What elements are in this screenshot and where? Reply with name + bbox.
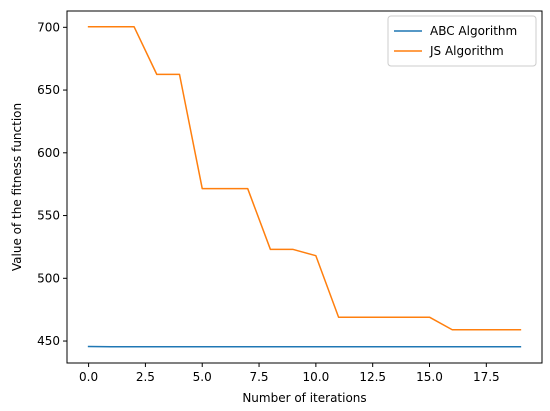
series-layer [87,25,522,348]
y-tick-label: 700 [37,20,60,34]
y-tick-label: 450 [37,334,60,348]
x-tick-label: 5.0 [193,370,212,384]
y-axis: 450 500 550 600 650 700 [37,20,67,348]
y-axis-label: Value of the fitness function [10,103,24,271]
x-tick-label: 0.0 [79,370,98,384]
x-axis: 0.0 2.5 5.0 7.5 10.0 12.5 15.0 17.5 [79,363,500,384]
y-tick-label: 600 [37,146,60,160]
series-line-js-algorithm [87,25,522,331]
x-tick-label: 15.0 [416,370,443,384]
x-axis-label: Number of iterations [242,391,366,405]
x-tick-label: 7.5 [249,370,268,384]
y-tick-label: 500 [37,271,60,285]
y-tick-label: 550 [37,209,60,223]
legend-label: JS Algorithm [429,44,504,58]
legend-label: ABC Algorithm [430,24,517,38]
legend-box [387,15,537,67]
y-tick-label: 650 [37,83,60,97]
legend: ABC Algorithm JS Algorithm [387,15,537,67]
x-tick-label: 10.0 [303,370,330,384]
plot-frame [66,10,543,364]
x-tick-label: 2.5 [136,370,155,384]
x-tick-label: 17.5 [473,370,500,384]
x-tick-label: 12.5 [359,370,386,384]
